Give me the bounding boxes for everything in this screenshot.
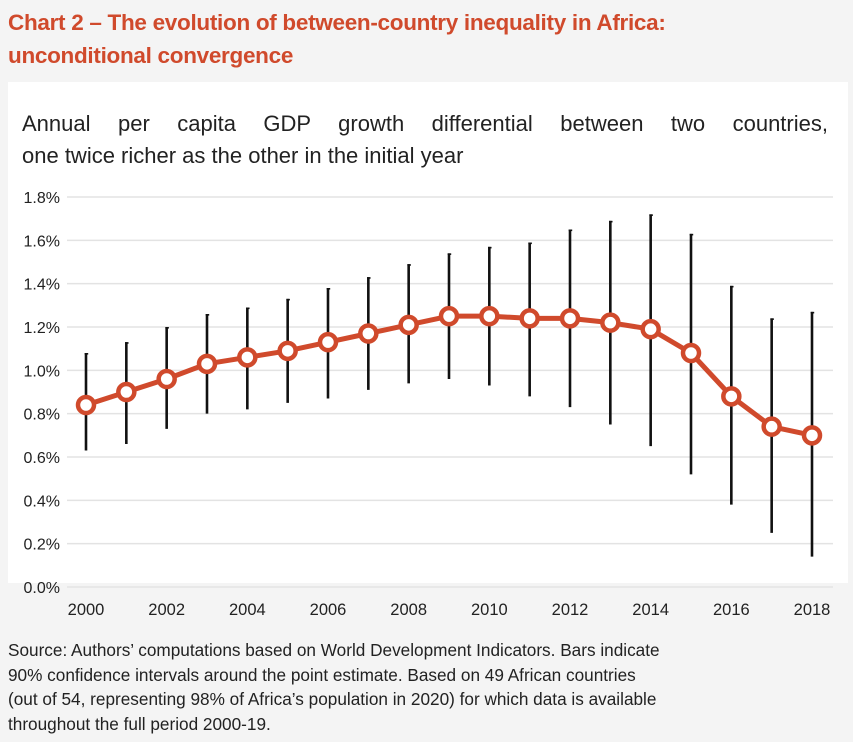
source-line-3: (out of 54, representing 98% of Africa’s…	[8, 689, 657, 709]
y-tick-label: 1.6%	[24, 233, 60, 250]
y-tick-label: 1.2%	[24, 320, 60, 337]
x-tick-label: 2008	[390, 601, 427, 619]
data-point	[801, 425, 823, 446]
data-point	[156, 368, 177, 390]
data-point	[519, 308, 540, 329]
y-tick-label: 1.0%	[24, 363, 60, 380]
chart-title-line-1: Chart 2 – The evolution of between-count…	[8, 10, 666, 35]
source-line-4: throughout the full period 2000-19.	[8, 713, 271, 734]
y-tick-label: 0.2%	[24, 537, 60, 554]
data-point	[398, 314, 419, 336]
x-tick-label: 2016	[713, 601, 750, 619]
data-point	[600, 312, 621, 333]
data-point	[237, 347, 258, 368]
y-tick-label: 0.8%	[24, 407, 60, 424]
chart-subtitle-line-1: Annual per capita GDP growth differentia…	[22, 111, 828, 136]
y-axis-tick-labels: 0.0% 0.2% 0.4% 0.6% 0.8% 1.0% 1.2% 1.4% 1.6% 1.8%	[24, 190, 60, 597]
y-tick-label: 1.4%	[24, 277, 60, 294]
source-note: Source: Authors’ computations based on W…	[8, 638, 848, 736]
chart-title: Chart 2 – The evolution of between-count…	[8, 6, 848, 72]
data-point	[479, 305, 500, 327]
x-tick-label: 2018	[794, 601, 831, 619]
y-tick-label: 0.4%	[24, 493, 60, 510]
y-tick-label: 0.0%	[24, 580, 60, 597]
data-point	[358, 323, 379, 344]
series-markers	[75, 305, 823, 446]
x-tick-label: 2012	[552, 601, 589, 619]
data-point	[680, 342, 702, 364]
data-point	[559, 308, 581, 329]
source-line-1: Source: Authors’ computations based on W…	[8, 640, 660, 660]
data-point	[438, 305, 460, 327]
x-tick-label: 2010	[471, 601, 508, 619]
data-point	[317, 331, 339, 353]
data-point	[116, 381, 137, 403]
y-tick-label: 1.8%	[24, 190, 60, 207]
x-axis-tick-labels: 2000 2002 2004 2006 2008 2010 2012 2014 2016 2018	[68, 601, 831, 619]
data-point	[75, 394, 97, 416]
data-point	[196, 353, 218, 375]
chart-subtitle: Annual per capita GDP growth differentia…	[22, 108, 842, 172]
y-tick-label: 0.6%	[24, 450, 60, 467]
x-tick-label: 2004	[229, 601, 266, 619]
error-bars	[84, 214, 815, 557]
data-point	[761, 416, 782, 437]
x-tick-label: 2014	[632, 601, 669, 619]
source-line-2: 90% confidence intervals around the poin…	[8, 664, 636, 685]
x-tick-label: 2002	[148, 601, 185, 619]
x-tick-label: 2006	[310, 601, 347, 619]
chart-title-line-2: unconditional convergence	[8, 43, 294, 68]
data-point	[640, 318, 661, 340]
chart-subtitle-line-2: one twice richer as the other in the ini…	[22, 143, 464, 168]
data-point	[721, 386, 742, 407]
x-tick-label: 2000	[68, 601, 105, 619]
data-point	[277, 340, 298, 362]
chart-panel	[8, 82, 848, 583]
